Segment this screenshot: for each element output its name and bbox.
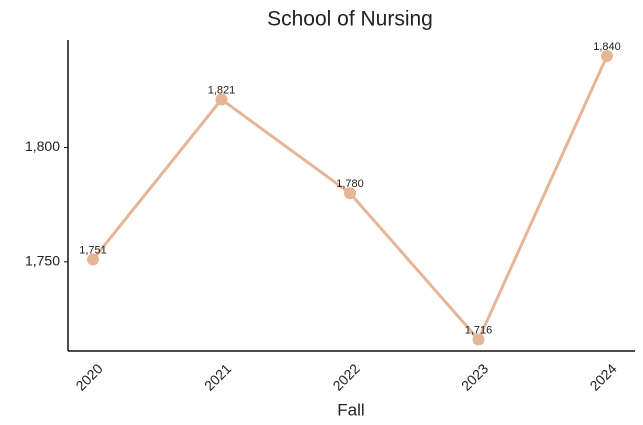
- point: [344, 187, 356, 200]
- x-tick-label: 2024: [586, 360, 619, 393]
- value-label: 1,780: [336, 178, 364, 190]
- x-tick-label: 2021: [201, 360, 234, 393]
- point: [215, 93, 228, 106]
- value-label: 1,840: [593, 41, 621, 53]
- chart-title: School of Nursing: [267, 8, 433, 31]
- x-tick-label: 2023: [458, 360, 491, 393]
- y-tick-label: 1,800: [25, 138, 60, 154]
- x-tick-label: 2022: [329, 360, 362, 393]
- point: [472, 333, 485, 346]
- x-tick-label: 2020: [72, 360, 105, 393]
- point: [87, 253, 99, 266]
- value-label: 1,751: [79, 244, 107, 256]
- x-axis-label: Fall: [337, 400, 364, 419]
- value-label: 1,716: [465, 324, 493, 336]
- value-label: 1,821: [208, 84, 236, 96]
- point: [601, 50, 613, 63]
- y-tick-label: 1,750: [25, 253, 60, 269]
